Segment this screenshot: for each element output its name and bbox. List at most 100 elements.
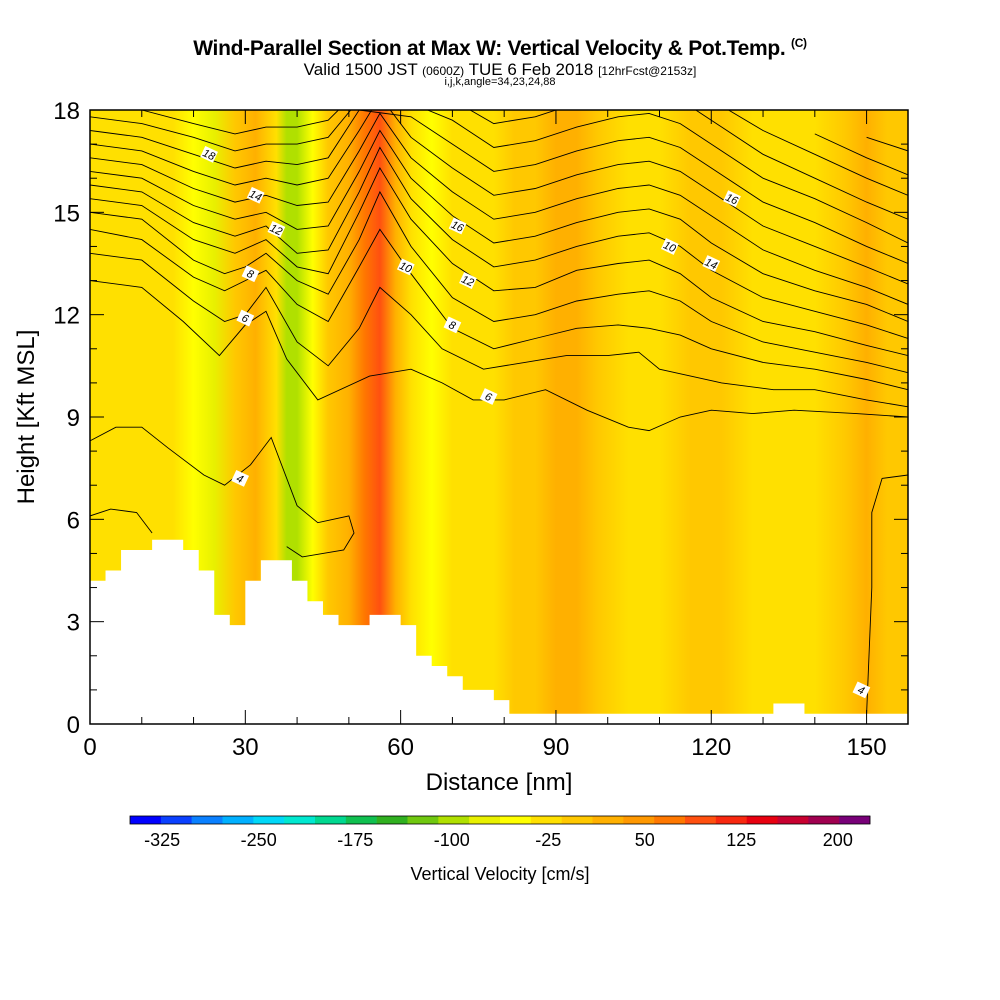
contour-label-bg-14	[723, 190, 741, 208]
contour-label-8: 10	[661, 239, 678, 255]
contour-label-bg-3	[479, 388, 498, 405]
contour-label-11: 14	[703, 256, 719, 272]
terrain-fill	[90, 539, 908, 724]
contour-label-bg-4	[236, 309, 255, 327]
colorbar-swatch-4	[253, 816, 285, 824]
contour-label-bg-11	[702, 255, 721, 272]
colorbar-title: Vertical Velocity [cm/s]	[410, 864, 589, 884]
grid-indices: i,j,k,angle=34,23,24,88	[444, 76, 556, 88]
contour-labels: 4 4 6 6 8 8 10 10 12 12 14 14 16 16 18	[200, 145, 871, 699]
colorbar-swatch-12	[500, 816, 532, 824]
colorbar-swatch-23	[839, 816, 871, 824]
y-tick-label-3: 3	[67, 610, 80, 637]
contour-label-bg-15	[200, 145, 218, 163]
colorbar-swatch-22	[808, 816, 840, 824]
y-tick-label-12: 12	[53, 303, 80, 330]
copyright-mark: (C)	[791, 36, 807, 50]
colorbar-tick-label-0: -325	[144, 830, 180, 850]
colorbar-swatch-16	[623, 816, 655, 824]
theta-contour-1	[90, 508, 153, 534]
contour-label-3: 6	[483, 391, 494, 405]
x-axis: 0 30 60 90 120 150	[83, 110, 887, 761]
colorbar-swatch-19	[715, 816, 747, 824]
colorbar-tick-label-7: 200	[823, 830, 853, 850]
colorbar-swatch-21	[777, 816, 809, 824]
theta-contour-16	[727, 110, 908, 196]
x-tick-label-150: 150	[847, 734, 887, 761]
colorbar-tick-label-4: -25	[535, 830, 561, 850]
colorbar-swatch-5	[284, 816, 316, 824]
colorbar: -325 -250 -175 -100 -25 50 125 200	[129, 815, 871, 850]
theta-contour-11	[90, 110, 908, 285]
colorbar-swatch-6	[315, 816, 347, 824]
contour-label-10: 12	[268, 222, 284, 238]
x-tick-label-30: 30	[232, 734, 259, 761]
theta-contour-3	[90, 280, 908, 432]
colorbar-swatch-13	[530, 816, 562, 824]
colorbar-swatch-18	[685, 816, 717, 824]
colorbar-swatch-14	[561, 816, 593, 824]
colorbar-tick-label-6: 125	[726, 830, 756, 850]
colorbar-swatch-15	[592, 816, 624, 824]
y-tick-label-6: 6	[67, 507, 80, 534]
colorbar-tick-label-3: -100	[434, 830, 470, 850]
theta-contour-15	[295, 110, 302, 111]
contour-label-9: 12	[459, 273, 475, 289]
contour-label-0: 4	[234, 473, 245, 486]
theta-contour-9	[90, 129, 908, 322]
contour-label-5: 8	[447, 319, 458, 333]
theta-contour-2	[866, 474, 908, 714]
x-tick-label-120: 120	[691, 734, 731, 761]
colorbar-swatch-1	[160, 816, 192, 824]
chart-subtitle: Valid 1500 JST (0600Z) TUE 6 Feb 2018 [1…	[0, 60, 1000, 80]
colorbar-swatch-9	[407, 816, 439, 824]
colorbar-swatch-3	[222, 816, 254, 824]
contour-label-bg-9	[459, 272, 477, 289]
contour-label-bg-10	[267, 220, 286, 238]
subtitle-forecast: [12hrFcst@2153z]	[598, 64, 697, 78]
x-tick-label-60: 60	[387, 734, 414, 761]
contour-label-bg-13	[448, 217, 467, 235]
chart-title: Wind-Parallel Section at Max W: Vertical…	[0, 36, 1000, 61]
theta-contour-6	[90, 190, 908, 374]
colorbar-swatch-10	[438, 816, 470, 824]
theta-contour-8	[90, 146, 908, 339]
x-tick-label-90: 90	[543, 734, 570, 761]
contour-label-bg-5	[443, 316, 462, 334]
contour-label-bg-0	[231, 470, 250, 487]
contour-label-bg-7	[396, 258, 415, 276]
x-tick-label-0: 0	[83, 734, 96, 761]
colorbar-tick-label-5: 50	[635, 830, 655, 850]
theta-contour-17	[814, 133, 908, 176]
colorbar-swatch-20	[746, 816, 778, 824]
contour-label-bg-12	[246, 186, 265, 204]
y-tick-label-0: 0	[67, 712, 80, 739]
colorbar-swatch-7	[345, 816, 377, 824]
y-tick-label-15: 15	[53, 200, 80, 227]
terrain	[90, 539, 908, 724]
contour-label-bg-6	[241, 265, 260, 283]
chart-title-text: Wind-Parallel Section at Max W: Vertical…	[193, 37, 786, 60]
theta-contour-14	[134, 110, 908, 220]
contour-label-4: 6	[240, 312, 251, 326]
colorbar-swatch-0	[130, 816, 162, 824]
colorbar-swatch-8	[376, 816, 408, 824]
y-axis-title: Height [Kft MSL]	[13, 330, 40, 505]
contour-label-7: 10	[397, 260, 414, 276]
colorbar-tick-label-1: -250	[241, 830, 277, 850]
contour-label-bg-8	[660, 238, 679, 255]
theta-contour-0	[90, 426, 355, 558]
contour-label-13: 16	[449, 219, 466, 235]
subtitle-valid: Valid 1500 JST	[303, 60, 418, 79]
contour-label-2: 4	[856, 684, 867, 697]
contour-label-15: 18	[201, 147, 218, 163]
contour-label-6: 8	[245, 268, 256, 282]
colorbar-tick-label-2: -175	[337, 830, 373, 850]
theta-contour-12	[90, 110, 908, 264]
y-axis: 0 3 6 9 12 15 18	[53, 98, 908, 739]
contour-label-12: 14	[247, 188, 263, 204]
colorbar-swatch-17	[654, 816, 686, 824]
y-tick-label-9: 9	[67, 405, 80, 432]
colorbar-swatch-11	[469, 816, 501, 824]
